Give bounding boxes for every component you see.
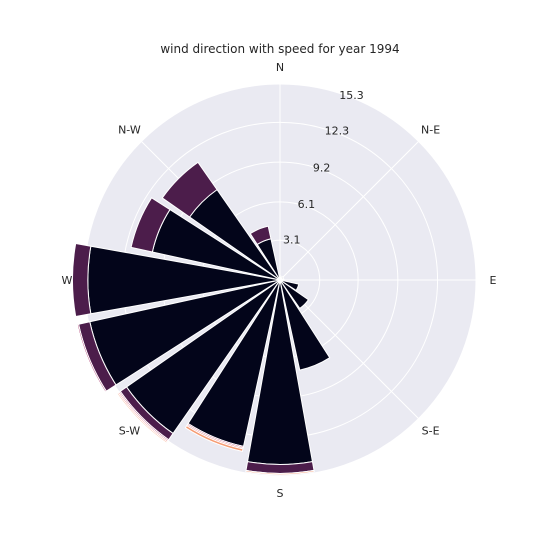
bar-sector-6-bin-0 bbox=[279, 279, 310, 310]
bar-sector-8-bin-4 bbox=[245, 469, 315, 476]
radial-tick-label: 12.3 bbox=[325, 125, 350, 138]
direction-label-s-e: S-E bbox=[422, 425, 440, 438]
bar-sector-11-bin-2 bbox=[76, 323, 107, 393]
radial-tick-label: 15.3 bbox=[339, 89, 364, 102]
direction-label-s: S bbox=[277, 487, 284, 500]
bar-sector-7-bin-0 bbox=[279, 279, 331, 371]
bar-sector-14-bin-1 bbox=[161, 161, 218, 218]
labels-layer: 3.1 6.1 9.2 12.3 15.3 N N-E E S-E S S-W W N-W bbox=[62, 61, 497, 500]
direction-label-n-e: N-E bbox=[421, 123, 440, 136]
bar-sector-12-bin-1 bbox=[72, 242, 92, 318]
bar-sector-5-bin-0 bbox=[279, 279, 300, 292]
chart-title: wind direction with speed for year 1994 bbox=[160, 42, 399, 56]
direction-label-s-w: S-W bbox=[119, 425, 141, 438]
bars-layer bbox=[72, 161, 331, 476]
bar-sector-10-bin-4 bbox=[116, 392, 168, 444]
bar-sector-9-bin-4 bbox=[184, 424, 244, 453]
direction-label-e: E bbox=[490, 274, 497, 287]
grid-spoke bbox=[279, 141, 419, 281]
bar-sector-15-bin-1 bbox=[249, 225, 272, 246]
radial-tick-label: 9.2 bbox=[313, 161, 331, 174]
radial-tick-label: 3.1 bbox=[283, 234, 301, 247]
direction-label-n: N bbox=[276, 61, 284, 74]
direction-label-n-w: N-W bbox=[118, 123, 141, 136]
direction-label-w: W bbox=[62, 274, 73, 287]
radial-tick-label: 6.1 bbox=[298, 198, 316, 211]
bar-sector-13-bin-1 bbox=[130, 197, 171, 253]
